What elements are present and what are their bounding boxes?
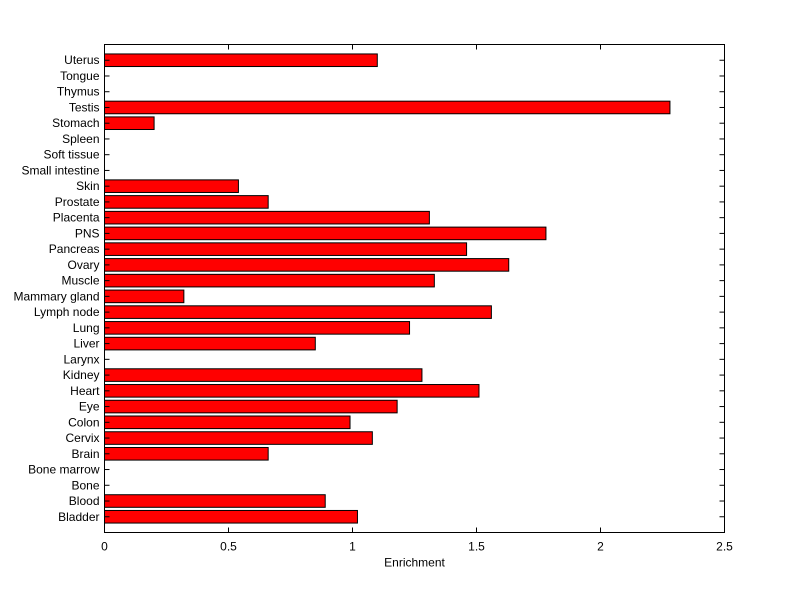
bar-mammary-gland [104, 289, 185, 304]
bar-heart [104, 384, 480, 398]
bars-layer [104, 53, 671, 524]
category-label: Placenta [53, 211, 100, 225]
x-tick-label: 0.5 [220, 540, 237, 554]
category-label: Thymus [57, 85, 100, 99]
bar-stomach [104, 116, 155, 131]
category-label: Brain [71, 447, 99, 461]
category-label: PNS [75, 226, 100, 240]
category-label: Stomach [52, 116, 99, 130]
bar-brain [104, 446, 269, 461]
bar-colon [104, 415, 351, 430]
x-axis-label: Enrichment [384, 556, 445, 570]
bar-lung [104, 321, 411, 335]
category-label: Larynx [63, 352, 99, 366]
category-label: Liver [73, 337, 99, 351]
bar-lymph-node [104, 305, 492, 319]
category-label: Testis [69, 100, 100, 114]
bar-muscle [104, 273, 435, 288]
category-label: Colon [68, 415, 99, 429]
bar-blood [104, 494, 326, 508]
category-label: Mammary gland [13, 289, 99, 303]
bar-kidney [104, 368, 423, 382]
category-label: Pancreas [49, 242, 100, 256]
x-tick-label: 0 [101, 540, 108, 554]
category-label: Muscle [61, 274, 99, 288]
category-label: Small intestine [21, 163, 99, 177]
x-tick-label: 1 [349, 540, 356, 554]
category-label: Uterus [64, 53, 99, 67]
bar-eye [104, 399, 398, 414]
bar-bladder [104, 509, 358, 524]
category-label: Lymph node [34, 305, 100, 319]
ticks-layer [104, 44, 725, 533]
category-label: Ovary [67, 258, 99, 272]
bar-pancreas [104, 242, 468, 256]
bar-placenta [104, 210, 430, 225]
bar-pns [104, 226, 547, 241]
bar-liver [104, 336, 316, 351]
category-label: Spleen [62, 132, 99, 146]
category-label: Skin [76, 179, 99, 193]
category-label: Prostate [55, 195, 100, 209]
bar-testis [104, 100, 671, 115]
category-label: Eye [79, 400, 100, 414]
bar-prostate [104, 195, 269, 209]
category-label: Tongue [60, 69, 100, 83]
bar-skin [104, 179, 239, 193]
category-label: Soft tissue [43, 148, 99, 162]
bar-cervix [104, 431, 373, 445]
category-label: Cervix [65, 431, 99, 445]
category-label: Blood [69, 494, 100, 508]
category-label: Bladder [58, 510, 99, 524]
category-label: Kidney [63, 368, 100, 382]
plot-frame [104, 44, 725, 533]
x-tick-label: 2.5 [716, 540, 733, 554]
x-tick-label: 2 [597, 540, 604, 554]
bar-uterus [104, 53, 378, 68]
x-tick-labels: 0 0.5 1 1.5 2 2.5 [101, 540, 733, 554]
x-tick-label: 1.5 [468, 540, 485, 554]
bar-ovary [104, 258, 510, 272]
category-label: Bone [71, 478, 99, 492]
category-label: Lung [73, 321, 100, 335]
category-label: Heart [70, 384, 100, 398]
category-label: Bone marrow [28, 463, 100, 477]
